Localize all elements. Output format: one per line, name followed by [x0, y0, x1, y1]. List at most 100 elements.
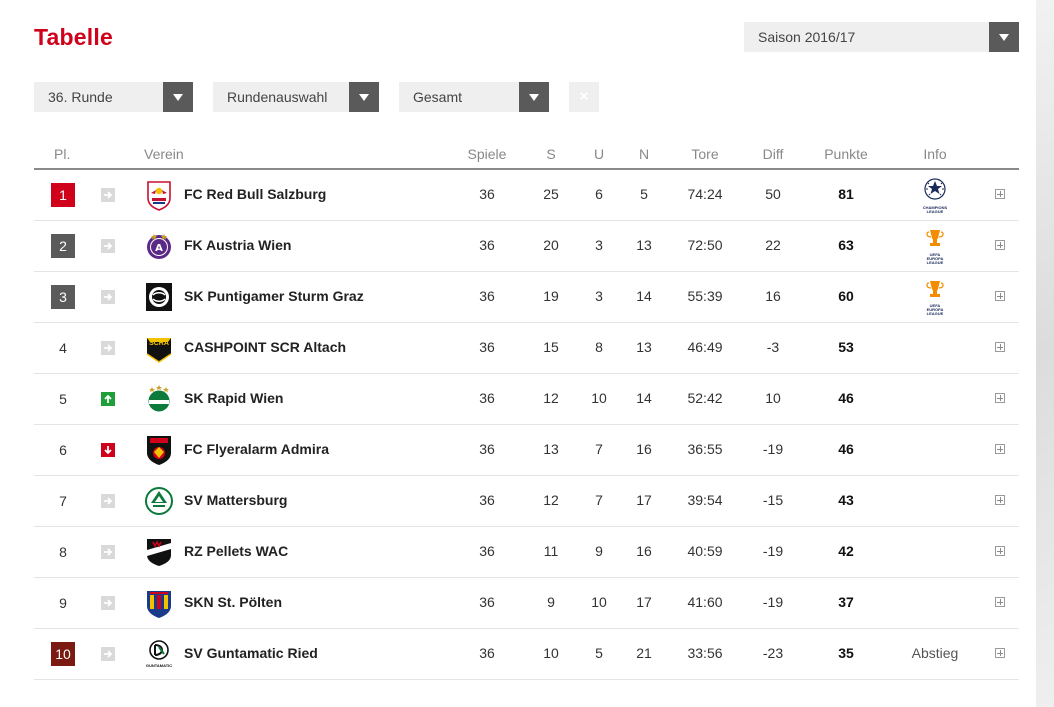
goals: 40:59 — [687, 543, 723, 559]
trend-right-arrow-icon — [101, 290, 115, 304]
club-name[interactable]: SK Puntigamer Sturm Graz — [184, 288, 364, 304]
draws: 7 — [595, 492, 603, 508]
expand-row-icon[interactable] — [995, 546, 1005, 556]
info-logo-caption: LEAGUE — [926, 311, 944, 316]
goals: 39:54 — [687, 492, 723, 508]
table-row[interactable]: 4 SCRA CASHPOINT SCR Altach 36 15 8 13 46:49 -3 5… — [34, 323, 1019, 374]
draws: 5 — [595, 645, 603, 661]
round-select-label: 36. Runde — [48, 89, 113, 105]
europa-league-icon: UEFA EUROPA LEAGUE — [918, 279, 952, 316]
chevron-down-icon[interactable] — [519, 82, 549, 112]
club-name[interactable]: FC Flyeralarm Admira — [184, 441, 329, 457]
europa-league-icon: UEFA EUROPA LEAGUE — [918, 228, 952, 265]
info-logo-caption: UEFA — [929, 303, 941, 308]
position-badge: 2 — [51, 234, 75, 258]
table-row[interactable]: 5 SK Rapid Wien 36 12 10 14 52:42 10 46 — [34, 374, 1019, 425]
wins: 20 — [543, 237, 559, 253]
header-goals: Tore — [691, 146, 719, 162]
wins: 10 — [543, 645, 559, 661]
position-badge: 10 — [51, 642, 75, 666]
table-row[interactable]: 3 SK Puntigamer Sturm Graz 36 19 3 14 55:39 16 6… — [34, 272, 1019, 323]
expand-row-icon[interactable] — [995, 648, 1005, 658]
expand-row-icon[interactable] — [995, 393, 1005, 403]
wins: 15 — [543, 339, 559, 355]
goal-difference: 50 — [765, 186, 781, 202]
losses: 17 — [636, 594, 652, 610]
club-name[interactable]: SKN St. Pölten — [184, 594, 283, 610]
trend-right-arrow-icon — [101, 188, 115, 202]
expand-row-icon[interactable] — [995, 189, 1005, 199]
round-choice-select[interactable]: Rundenauswahl — [213, 82, 379, 112]
crest-lettering: GUNTAMATIC — [145, 663, 173, 668]
goals: 33:56 — [687, 645, 723, 661]
losses: 16 — [636, 543, 652, 559]
table-row[interactable]: 8 RZ Pellets WAC 36 11 9 16 40:59 -19 42 — [34, 527, 1019, 578]
club-name[interactable]: SV Guntamatic Ried — [184, 645, 318, 661]
games-played: 36 — [479, 594, 495, 610]
chevron-down-icon[interactable] — [163, 82, 193, 112]
club-name[interactable]: SV Mattersburg — [184, 492, 288, 508]
losses: 5 — [640, 186, 648, 202]
table-row[interactable]: 2 A FK Austria Wien 36 20 3 13 72:50 22 63 UEFA EUR… — [34, 221, 1019, 272]
trend-right-arrow-icon — [101, 341, 115, 355]
table-row[interactable]: 9 SKN St. Pölten 36 9 10 17 41:60 -19 37 — [34, 578, 1019, 629]
table-row[interactable]: 1 FC Red Bull Salzburg 36 25 6 5 74:24 50 81 CHAM… — [34, 170, 1019, 221]
header-wins: S — [546, 146, 556, 162]
goals: 74:24 — [687, 186, 723, 202]
svg-text:A: A — [155, 243, 163, 254]
goal-difference: -3 — [766, 339, 780, 355]
draws: 10 — [591, 594, 607, 610]
expand-row-icon[interactable] — [995, 342, 1005, 352]
standings-table-body: 1 FC Red Bull Salzburg 36 25 6 5 74:24 50 81 CHAM… — [34, 170, 1019, 680]
position-badge: 4 — [59, 340, 67, 356]
table-row[interactable]: 6 FC Flyeralarm Admira 36 13 7 16 36:55 -19 46 — [34, 425, 1019, 476]
expand-row-icon[interactable] — [995, 495, 1005, 505]
goals: 46:49 — [687, 339, 723, 355]
club-name[interactable]: SK Rapid Wien — [184, 390, 284, 406]
expand-row-icon[interactable] — [995, 240, 1005, 250]
draws: 3 — [595, 288, 603, 304]
position-badge: 6 — [59, 442, 67, 458]
draws: 3 — [595, 237, 603, 253]
season-select[interactable]: Saison 2016/17 — [744, 22, 1019, 52]
red-bull-salzburg-crest-icon — [144, 179, 174, 211]
round-select[interactable]: 36. Runde — [34, 82, 193, 112]
table-row[interactable]: 10 GUNTAMATIC SV Guntamatic Ried 36 10 5 21 33:… — [34, 629, 1019, 680]
position-badge: 9 — [59, 595, 67, 611]
position-badge: 5 — [59, 391, 67, 407]
expand-row-icon[interactable] — [995, 291, 1005, 301]
goal-difference: 16 — [765, 288, 781, 304]
info-text: Abstieg — [911, 645, 959, 661]
games-played: 36 — [479, 543, 495, 559]
st-poelten-crest-icon — [144, 587, 174, 619]
scope-select[interactable]: Gesamt — [399, 82, 549, 112]
header-points: Punkte — [824, 146, 868, 162]
trend-right-arrow-icon — [101, 647, 115, 661]
wins: 12 — [543, 492, 559, 508]
info-logo-caption: LEAGUE — [926, 209, 944, 214]
table-row[interactable]: 7 SV Mattersburg 36 12 7 17 39:54 -15 43 — [34, 476, 1019, 527]
club-name[interactable]: CASHPOINT SCR Altach — [184, 339, 347, 355]
club-name[interactable]: RZ Pellets WAC — [184, 543, 289, 559]
points: 60 — [838, 288, 854, 304]
clear-filter-button[interactable]: × — [569, 82, 599, 112]
points: 53 — [838, 339, 854, 355]
losses: 21 — [636, 645, 652, 661]
chevron-down-icon[interactable] — [989, 22, 1019, 52]
losses: 14 — [636, 288, 652, 304]
scr-altach-crest-icon: SCRA — [144, 332, 174, 364]
crest-lettering: SCRA — [149, 340, 169, 347]
points: 42 — [838, 543, 854, 559]
expand-row-icon[interactable] — [995, 597, 1005, 607]
table-header: Pl. Verein Spiele S U N Tore Diff Punkte… — [34, 142, 1019, 170]
points: 35 — [838, 645, 854, 661]
expand-row-icon[interactable] — [995, 444, 1005, 454]
info-logo-caption: EUROPA — [926, 256, 944, 261]
chevron-down-icon[interactable] — [349, 82, 379, 112]
losses: 16 — [636, 441, 652, 457]
info-logo-caption: CHAMPIONS — [922, 205, 948, 210]
header-club: Verein — [144, 146, 184, 162]
club-name[interactable]: FC Red Bull Salzburg — [184, 186, 327, 202]
draws: 10 — [591, 390, 607, 406]
club-name[interactable]: FK Austria Wien — [184, 237, 292, 253]
